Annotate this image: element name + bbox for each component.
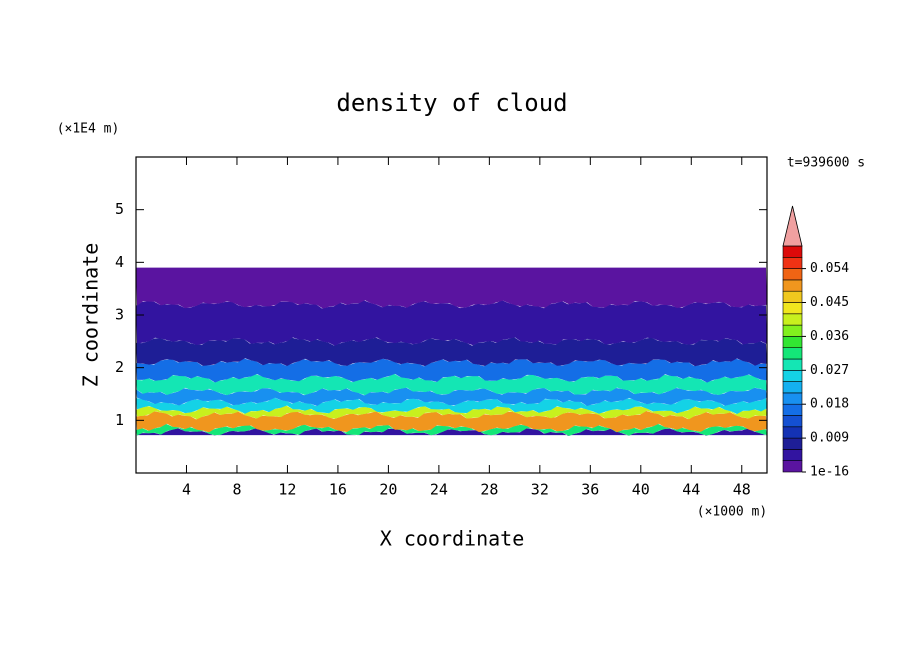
colorbar-band: [782, 302, 803, 315]
chart-title: density of cloud: [336, 89, 567, 117]
contour-band: [136, 428, 767, 436]
contour-band: [136, 423, 767, 436]
contour-band: [136, 337, 767, 367]
colorbar-band: [782, 290, 803, 303]
colorbar-band: [782, 403, 803, 416]
colorbar-band: [782, 256, 803, 269]
contour-band: [136, 397, 767, 414]
x-tick-label: 28: [480, 481, 498, 499]
colorbar-band: [782, 245, 803, 258]
plot-area: [136, 267, 767, 436]
x-tick-label: 36: [581, 481, 599, 499]
colorbar-band: [782, 358, 803, 371]
colorbar-band: [782, 437, 803, 450]
contour-band: [136, 358, 767, 383]
contour-band: [136, 300, 767, 346]
colorbar-band: [782, 324, 803, 337]
x-tick-label: 4: [182, 481, 191, 499]
x-tick-label: 8: [232, 481, 241, 499]
colorbar-label: 1e-16: [810, 465, 849, 480]
x-tick-label: 24: [430, 481, 448, 499]
colorbar-band: [782, 460, 803, 473]
colorbar-band: [782, 426, 803, 439]
colorbar-band: [782, 313, 803, 326]
y-tick-label: 5: [115, 200, 124, 218]
colorbar-band: [782, 392, 803, 405]
annotation: t=939600 s: [787, 156, 865, 171]
contour-band: [136, 410, 767, 433]
x-tick-label: 44: [682, 481, 700, 499]
colorbar-band: [782, 279, 803, 292]
x-tick-label: 40: [632, 481, 650, 499]
x-unit: (×1000 m): [697, 505, 767, 520]
colorbar-band: [782, 347, 803, 360]
y-tick-label: 4: [115, 253, 124, 271]
colorbar-label: 0.036: [810, 329, 849, 344]
colorbar-label: 0.054: [810, 261, 849, 276]
contour-band: [136, 373, 767, 396]
colorbar-extend: [782, 205, 803, 247]
colorbar-label: 0.027: [810, 363, 849, 378]
contour-band: [136, 267, 767, 309]
colorbar-band: [782, 369, 803, 382]
colorbar-label: 0.018: [810, 397, 849, 412]
y-tick-label: 3: [115, 306, 124, 324]
x-axis-title: X coordinate: [380, 527, 525, 551]
colorbar-band: [782, 449, 803, 461]
y-axis-title: Z coordinate: [79, 243, 103, 388]
x-tick-label: 48: [733, 481, 751, 499]
x-tick-label: 12: [278, 481, 296, 499]
contour-band: [136, 387, 767, 406]
y-unit: (×1E4 m): [57, 122, 120, 137]
colorbar-band: [782, 268, 803, 281]
x-tick-label: 32: [531, 481, 549, 499]
colorbar-label: 0.009: [810, 431, 849, 446]
y-tick-label: 1: [115, 411, 124, 429]
y-tick-label: 2: [115, 358, 124, 376]
x-tick-label: 20: [379, 481, 397, 499]
colorbar-band: [782, 381, 803, 394]
colorbar-label: 0.045: [810, 295, 849, 310]
colorbar-band: [782, 415, 803, 428]
colorbar-band: [782, 336, 803, 348]
x-tick-label: 16: [329, 481, 347, 499]
